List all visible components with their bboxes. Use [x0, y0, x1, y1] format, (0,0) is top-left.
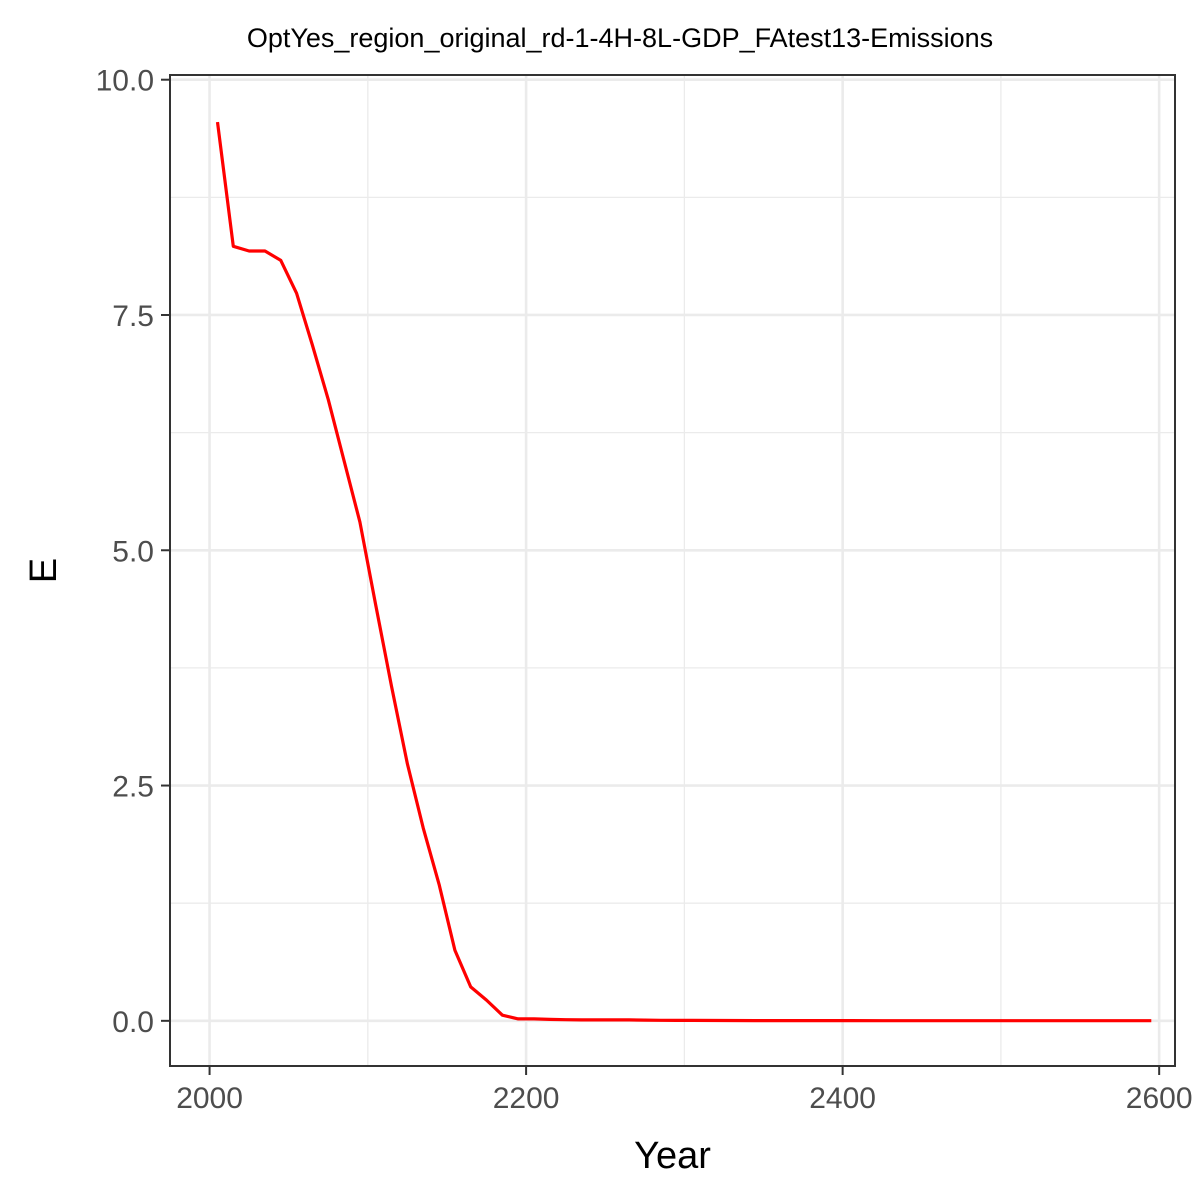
x-tick-label: 2600: [1126, 1082, 1193, 1115]
y-tick-label: 2.5: [112, 771, 154, 804]
series-layer: [215, 121, 1152, 1023]
plot-border: [169, 74, 1176, 1067]
y-tick-label: 7.5: [112, 300, 154, 333]
major-gridlines: [170, 75, 1175, 1066]
y-tick-label: 5.0: [112, 535, 154, 568]
x-tick-label: 2400: [809, 1082, 876, 1115]
x-tick-label: 2200: [493, 1082, 560, 1115]
x-axis-title: Year: [634, 1135, 711, 1177]
y-axis: 0.0 2.5 5.0 7.5 10.0: [96, 65, 170, 1039]
x-axis: 2000 2200 2400 2600: [176, 1066, 1193, 1115]
series-line: [215, 121, 1152, 1023]
y-tick-label: 0.0: [112, 1006, 154, 1039]
plot-panel: [170, 75, 1175, 1066]
x-tick-label: 2000: [176, 1082, 243, 1115]
chart-title: OptYes_region_original_rd-1-4H-8L-GDP_FA…: [247, 23, 993, 53]
y-tick-label: 10.0: [96, 65, 154, 98]
y-axis-title: E: [23, 558, 65, 583]
